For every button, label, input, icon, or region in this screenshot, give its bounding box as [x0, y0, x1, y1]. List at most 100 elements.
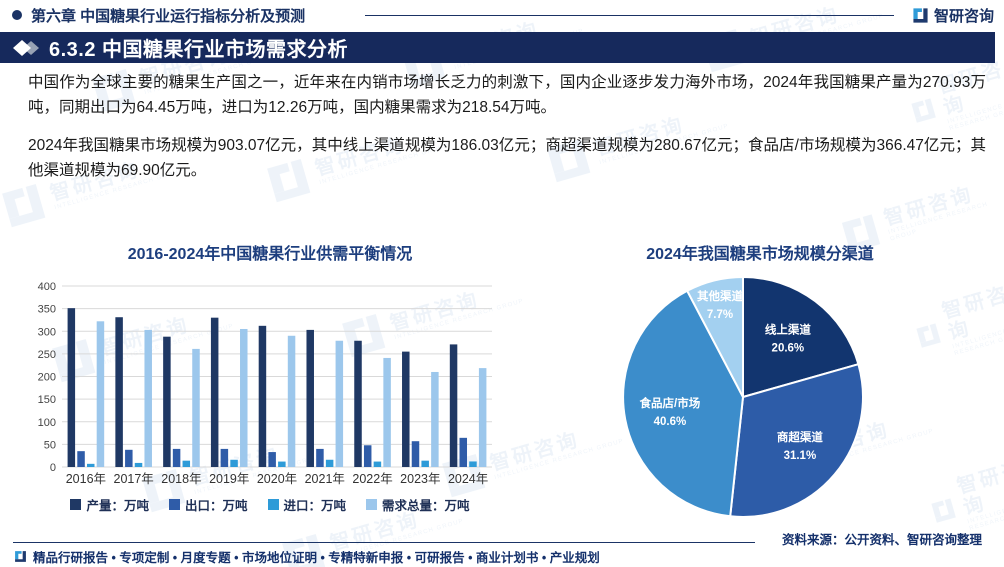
bar-2024年-出口：万吨	[459, 437, 468, 467]
bar-chart-panel: 2016-2024年中国糖果行业供需平衡情况 0 50 100 150 200 250 30…	[28, 240, 512, 514]
bar-2021年-产量：万吨	[306, 329, 314, 467]
x-category-label: 2016年	[66, 472, 106, 486]
bar-2021年-进口：万吨	[325, 459, 334, 467]
x-category-label: 2019年	[209, 472, 249, 486]
bar-2020年-需求总量：万吨	[287, 335, 296, 467]
bar-2016年-需求总量：万吨	[96, 321, 105, 467]
bar-2021年-需求总量：万吨	[335, 340, 344, 467]
pie-chart-panel: 2024年我国糖果市场规模分渠道 线上渠道 20.6% 商超渠道 31.1% 食品店/市…	[530, 240, 990, 529]
data-source: 资料来源：公开资料、智研咨询整理	[781, 533, 982, 547]
y-tick-label: 100	[38, 417, 56, 429]
footer-services: 精品行研报告 • 专项定制 • 月度专题 • 市场地位证明 • 专精特新申报 •…	[33, 551, 600, 565]
legend-item: 产量：万吨	[70, 495, 149, 514]
page-header: 第六章 中国糖果行业运行指标分析及预测 智研咨询	[0, 0, 1004, 30]
bar-2023年-出口：万吨	[411, 441, 420, 467]
pie-slice-value: 20.6%	[772, 343, 805, 355]
y-tick-label: 0	[50, 462, 56, 474]
y-tick-label: 50	[44, 439, 56, 451]
bar-2018年-出口：万吨	[172, 448, 181, 467]
bar-chart-legend: 产量：万吨 出口：万吨 进口：万吨 需求总量：万吨	[28, 495, 512, 514]
header-divider	[365, 14, 894, 16]
bar-2023年-需求总量：万吨	[431, 371, 439, 467]
pie-slice-value: 7.7%	[707, 309, 733, 321]
bar-chart-title: 2016-2024年中国糖果行业供需平衡情况	[127, 246, 413, 263]
pie-slice-商超渠道	[729, 363, 864, 518]
zhiyan-logo-icon	[913, 7, 928, 23]
pie-slice-label: 其他渠道	[697, 289, 743, 303]
paragraph-market-size: 2024年我国糖果市场规模为903.07亿元，其中线上渠道规模为186.03亿元…	[28, 137, 986, 179]
bar-2022年-需求总量：万吨	[383, 357, 391, 467]
x-category-label: 2018年	[161, 472, 201, 486]
bullet-icon	[12, 10, 22, 20]
y-tick-label: 300	[38, 326, 56, 338]
legend-item: 出口：万吨	[168, 495, 248, 514]
y-tick-label: 350	[38, 304, 56, 316]
x-category-label: 2021年	[305, 472, 345, 486]
x-category-label: 2024年	[448, 472, 488, 486]
bar-2024年-需求总量：万吨	[478, 368, 487, 467]
pie-slice-食品店/市场	[622, 289, 744, 518]
x-category-label: 2017年	[114, 472, 154, 486]
bar-2019年-进口：万吨	[230, 459, 238, 467]
legend-item: 进口：万吨	[267, 495, 347, 514]
bar-2022年-出口：万吨	[363, 445, 372, 467]
footer-logo-icon	[15, 551, 26, 562]
bar-2022年-进口：万吨	[373, 461, 382, 467]
footer-divider	[13, 542, 755, 543]
bar-2018年-进口：万吨	[182, 460, 191, 467]
bar-2020年-产量：万吨	[258, 325, 267, 467]
diamond-icon	[13, 39, 39, 56]
pie-slice-label: 线上渠道	[765, 323, 811, 337]
pie-slice-value: 31.1%	[784, 450, 817, 462]
legend-swatch	[70, 499, 82, 510]
bar-2017年-出口：万吨	[125, 449, 133, 467]
legend-label: 进口：万吨	[283, 499, 347, 513]
legend-swatch	[267, 499, 279, 510]
section-title: 6.3.2 中国糖果行业市场需求分析	[49, 39, 349, 61]
bar-2024年-产量：万吨	[449, 344, 458, 467]
bar-2016年-产量：万吨	[67, 308, 76, 467]
page-footer: 精品行研报告 • 专项定制 • 月度专题 • 市场地位证明 • 专精特新申报 •…	[14, 547, 600, 566]
paragraph-supply-demand: 中国作为全球主要的糖果生产国之一，近年来在内销市场增长乏力的刺激下，国内企业逐步…	[28, 74, 986, 116]
bar-2016年-出口：万吨	[77, 451, 85, 467]
legend-item: 需求总量：万吨	[366, 495, 470, 514]
bar-2019年-需求总量：万吨	[240, 328, 248, 467]
body-text: 中国作为全球主要的糖果生产国之一，近年来在内销市场增长乏力的刺激下，国内企业逐步…	[28, 70, 986, 183]
pie-chart-svg: 线上渠道 20.6% 商超渠道 31.1% 食品店/市场 40.6% 其他渠道 7.7%	[622, 276, 864, 518]
bar-2017年-进口：万吨	[134, 462, 143, 467]
bar-chart-svg: 0 50 100 150 200 250 300 350 400 2016年 2017年 2018年 2…	[38, 281, 492, 486]
bar-2022年-产量：万吨	[354, 340, 362, 467]
pie-slice-label: 食品店/市场	[640, 396, 701, 410]
legend-label: 出口：万吨	[184, 499, 248, 513]
bar-2020年-进口：万吨	[278, 461, 286, 467]
brand-logo: 智研咨询	[912, 5, 994, 26]
x-category-label: 2020年	[257, 472, 297, 486]
bar-2023年-产量：万吨	[402, 351, 410, 467]
pie-slice-其他渠道	[686, 276, 744, 398]
y-tick-label: 150	[38, 394, 56, 406]
bar-2017年-需求总量：万吨	[144, 329, 152, 467]
bar-2023年-进口：万吨	[421, 460, 429, 467]
pie-chart-title: 2024年我国糖果市场规模分渠道	[646, 246, 874, 263]
y-tick-label: 200	[38, 372, 56, 384]
pie-slice-线上渠道	[742, 276, 860, 398]
legend-label: 产量：万吨	[86, 499, 149, 513]
legend-label: 需求总量：万吨	[382, 499, 470, 513]
brand-name: 智研咨询	[933, 7, 994, 25]
y-tick-label: 400	[38, 281, 56, 293]
pie-slice-label: 商超渠道	[777, 430, 823, 444]
bar-2017年-产量：万吨	[115, 317, 123, 467]
x-category-label: 2023年	[400, 472, 440, 486]
bar-2018年-产量：万吨	[163, 336, 171, 467]
bar-2021年-出口：万吨	[316, 448, 324, 467]
bar-2020年-出口：万吨	[268, 452, 276, 467]
section-title-bar: 6.3.2 中国糖果行业市场需求分析	[0, 32, 995, 63]
x-category-label: 2022年	[352, 472, 392, 486]
legend-swatch	[366, 499, 378, 510]
bar-2019年-产量：万吨	[210, 317, 219, 467]
bar-2016年-进口：万吨	[86, 463, 95, 467]
chapter-title: 第六章 中国糖果行业运行指标分析及预测	[31, 7, 306, 25]
legend-swatch	[168, 499, 180, 510]
bar-2018年-需求总量：万吨	[192, 348, 200, 467]
